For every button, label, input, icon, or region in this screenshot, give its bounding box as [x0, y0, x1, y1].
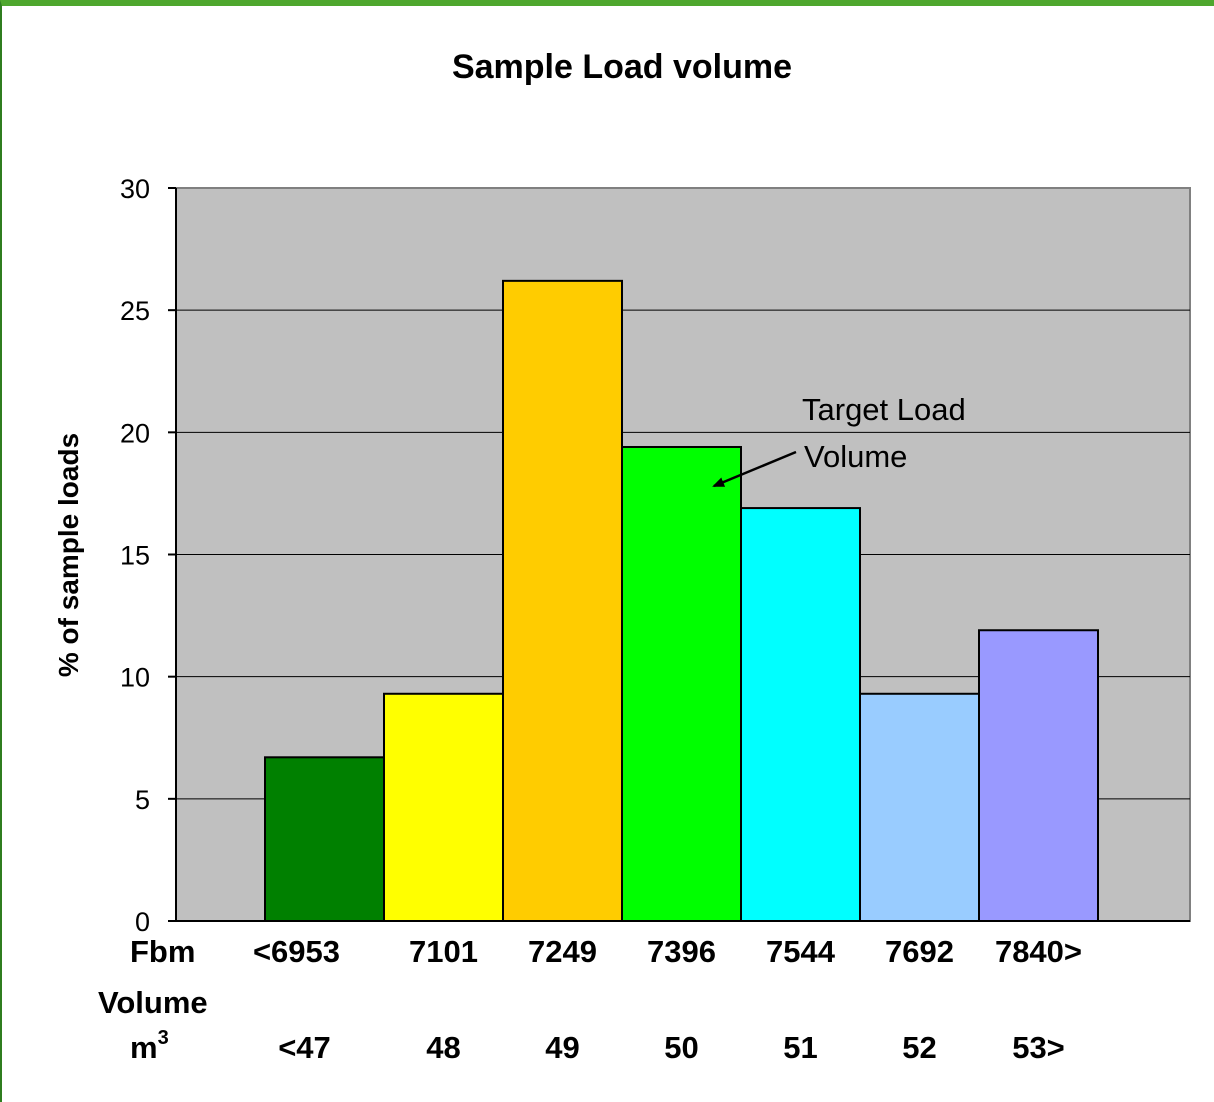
y-tick-label: 0: [135, 907, 150, 937]
y-tick-label: 25: [120, 296, 150, 326]
volume-tick-labels: <47 48 49 50 51 52 53>: [278, 1030, 1065, 1065]
bar-1: [383, 692, 504, 923]
y-tick-label: 10: [120, 663, 150, 693]
volume-unit-label: m3: [130, 1027, 169, 1065]
bar-6: [978, 629, 1099, 922]
fbm-row-label: Fbm: [130, 934, 195, 969]
volume-tick-label: 51: [783, 1030, 817, 1065]
volume-row-label: Volume: [98, 985, 208, 1020]
y-tick-label: 15: [120, 541, 150, 571]
y-tick-label: 20: [120, 418, 150, 448]
fbm-tick-label: 7101: [409, 934, 478, 969]
fbm-tick-label: 7840>: [995, 934, 1082, 969]
fbm-tick-label: 7396: [647, 934, 716, 969]
fbm-tick-label: 7544: [766, 934, 836, 969]
y-tick-label: 30: [120, 174, 150, 204]
bar-3: [621, 445, 742, 922]
y-tick-label: 5: [135, 785, 150, 815]
annotation-line2: Volume: [804, 439, 907, 474]
bar-2: [502, 279, 623, 922]
fbm-tick-label: <6953: [253, 934, 340, 969]
bar-0: [264, 756, 385, 923]
volume-tick-label: <47: [278, 1030, 331, 1065]
volume-tick-label: 53>: [1012, 1030, 1065, 1065]
bars: [264, 279, 1099, 923]
fbm-tick-label: 7249: [528, 934, 597, 969]
fbm-tick-label: 7692: [885, 934, 954, 969]
bar-5: [859, 692, 980, 923]
y-axis-label: % of sample loads: [53, 433, 84, 677]
y-tick-labels: 0 5 10 15 20 25 30: [120, 174, 176, 937]
annotation-arrow: [712, 450, 797, 488]
volume-tick-label: 48: [426, 1030, 460, 1065]
chart-title: Sample Load volume: [452, 48, 792, 86]
annotation-line1: Target Load: [802, 392, 966, 427]
bar-4: [740, 507, 861, 922]
volume-tick-label: 52: [902, 1030, 936, 1065]
volume-tick-label: 49: [545, 1030, 579, 1065]
fbm-tick-labels: <6953 7101 7249 7396 7544 7692 7840>: [253, 934, 1082, 969]
volume-tick-label: 50: [664, 1030, 698, 1065]
